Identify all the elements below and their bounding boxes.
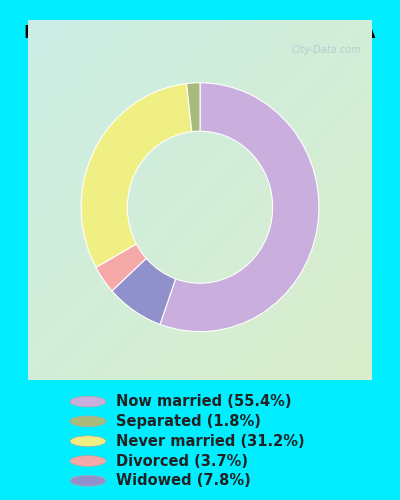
Circle shape <box>70 436 106 446</box>
Circle shape <box>70 416 106 427</box>
Text: Now married (55.4%): Now married (55.4%) <box>116 394 292 409</box>
Text: City-Data.com: City-Data.com <box>292 45 362 55</box>
Text: Widowed (7.8%): Widowed (7.8%) <box>116 474 251 488</box>
Wedge shape <box>160 83 319 332</box>
Text: Never married (31.2%): Never married (31.2%) <box>116 434 305 448</box>
Circle shape <box>70 456 106 466</box>
Wedge shape <box>112 258 176 324</box>
Text: Marital status in Benns Church, VA: Marital status in Benns Church, VA <box>24 24 376 42</box>
Text: Divorced (3.7%): Divorced (3.7%) <box>116 454 248 468</box>
Circle shape <box>70 396 106 407</box>
Text: Separated (1.8%): Separated (1.8%) <box>116 414 261 429</box>
Wedge shape <box>81 84 192 268</box>
Wedge shape <box>96 244 146 291</box>
Circle shape <box>70 476 106 486</box>
Wedge shape <box>186 83 200 132</box>
